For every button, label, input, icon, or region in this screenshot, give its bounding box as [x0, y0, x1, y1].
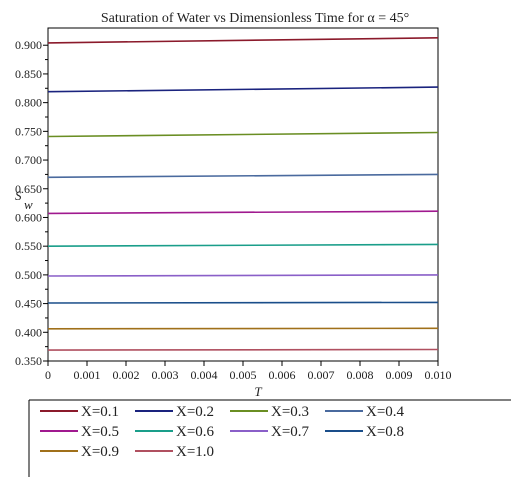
- x-tick-label: 0.004: [191, 368, 218, 382]
- y-axis-label-sub: w: [24, 197, 33, 212]
- legend: X=0.1 X=0.2 X=0.3 X=0.4 X=0.5 X=0.6 X=0.7 X=0.8…: [28, 399, 511, 477]
- series-line-5: [47, 210, 439, 215]
- y-tick-label: 0.600: [15, 210, 42, 224]
- y-tick-label: 0.800: [15, 96, 42, 110]
- y-tick-label: 0.450: [15, 297, 42, 311]
- series-line-3: [47, 131, 439, 138]
- series-line-9: [47, 327, 439, 330]
- y-tick-label: 0.900: [15, 38, 42, 52]
- x-tick-label: 0.001: [74, 368, 101, 382]
- y-tick-label: 0.700: [15, 153, 42, 167]
- x-tick-label: 0.008: [347, 368, 374, 382]
- y-tick-label: 0.500: [15, 268, 42, 282]
- legend-entry-4: X=0.4: [366, 404, 405, 420]
- legend-entry-8: X=0.8: [366, 424, 404, 440]
- y-axis-label-main: S: [15, 188, 22, 203]
- y-tick-label: 0.850: [15, 67, 42, 81]
- x-tick-label: 0.009: [386, 368, 413, 382]
- legend-entry-10: X=1.0: [176, 444, 214, 460]
- legend-entry-9: X=0.9: [81, 444, 119, 460]
- x-axis: 0 0.001 0.002 0.003 0.004 0.005 0.006 0.007 0.00…: [45, 361, 452, 382]
- series-line-7: [47, 274, 439, 277]
- series-lines: [47, 37, 439, 351]
- y-axis-label: S w: [15, 188, 33, 212]
- y-tick-label: 0.750: [15, 124, 42, 138]
- y-tick-label: 0.400: [15, 325, 42, 339]
- series-line-10: [47, 348, 439, 351]
- y-tick-label: 0.650: [15, 182, 42, 196]
- plot-border: [47, 27, 439, 362]
- series-line-4: [47, 173, 439, 179]
- x-tick-label: 0: [45, 368, 51, 382]
- series-line-2: [47, 86, 439, 93]
- legend-entry-3: X=0.3: [271, 404, 309, 420]
- y-tick-label: 0.350: [15, 354, 42, 368]
- chart-title: Saturation of Water vs Dimensionless Tim…: [101, 11, 409, 26]
- y-tick-label: 0.550: [15, 239, 42, 253]
- plot-frame: [47, 27, 439, 362]
- legend-entry-6: X=0.6: [176, 424, 215, 440]
- legend-entry-5: X=0.5: [81, 424, 119, 440]
- legend-entry-1: X=0.1: [81, 404, 119, 420]
- x-tick-label: 0.002: [113, 368, 140, 382]
- series-line-1: [47, 37, 439, 44]
- x-tick-label: 0.006: [269, 368, 296, 382]
- x-axis-label: T: [254, 384, 262, 399]
- x-tick-label: 0.005: [230, 368, 257, 382]
- x-tick-label: 0.003: [152, 368, 179, 382]
- legend-entry-2: X=0.2: [176, 404, 214, 420]
- series-line-8: [47, 301, 439, 304]
- y-axis: 0.350 0.400 0.450 0.500 0.550 0.600 0.650 0.700…: [15, 38, 48, 368]
- x-tick-label: 0.007: [308, 368, 335, 382]
- series-line-6: [47, 243, 439, 247]
- legend-entry-7: X=0.7: [271, 424, 310, 440]
- x-tick-label: 0.010: [425, 368, 452, 382]
